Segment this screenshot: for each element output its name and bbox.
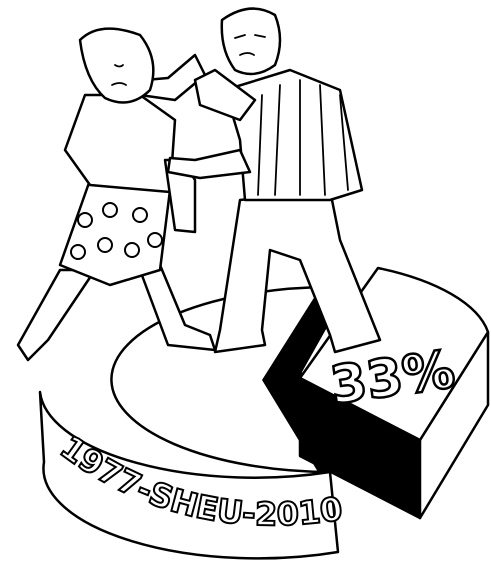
illustration: 33% 1977-SHEU-2010 (0, 0, 491, 563)
